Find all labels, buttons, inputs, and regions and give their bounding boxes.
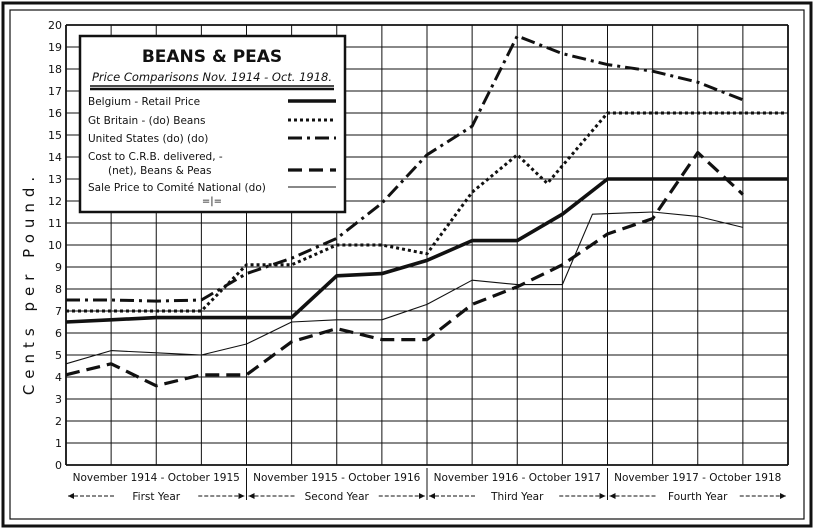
legend-ornament: =|= [202, 196, 222, 207]
year-label: Second Year [305, 491, 370, 503]
y-tick-label: 1 [55, 437, 62, 450]
legend-label: Belgium - Retail Price [88, 96, 200, 108]
y-tick-label: 17 [48, 85, 62, 98]
chart-title: BEANS & PEAS [142, 47, 282, 67]
series-line-5 [65, 211, 744, 365]
year-label: First Year [132, 491, 180, 503]
year-label: Third Year [490, 491, 544, 503]
y-tick-label: 19 [48, 41, 62, 54]
legend-label: (net), Beans & Peas [108, 165, 212, 177]
year-labels: First Year Second Year Third Year Fourth Ye… [68, 491, 786, 503]
y-tick-label: 14 [48, 151, 62, 164]
y-tick-label: 20 [48, 19, 62, 32]
arrow-head [68, 493, 74, 499]
legend-label: United States (do) (do) [88, 133, 208, 145]
arrow-head [609, 493, 616, 499]
y-tick-label: 16 [48, 107, 62, 120]
y-tick-label: 15 [48, 129, 62, 142]
y-tick-label: 12 [48, 195, 62, 208]
legend-box [78, 34, 347, 214]
y-tick-label: 6 [55, 327, 62, 340]
y-tick-label: 7 [55, 305, 62, 318]
legend: BEANS & PEAS Price Comparisons Nov. 1914… [78, 34, 347, 214]
period-label: November 1914 - October 1915 [73, 472, 240, 484]
period-labels: November 1914 - October 1915 November 191… [73, 468, 781, 500]
y-tick-label: 5 [55, 349, 62, 362]
y-tick-label: 3 [55, 393, 62, 406]
y-tick-label: 4 [55, 371, 62, 384]
year-label: Fourth Year [668, 491, 728, 503]
series-line-4 [65, 151, 744, 388]
series-line-3 [66, 34, 744, 303]
y-tick-label: 11 [48, 217, 62, 230]
inner-frame [9, 9, 805, 520]
period-label: November 1917 - October 1918 [614, 472, 781, 484]
y-tick-label: 9 [55, 261, 62, 274]
period-label: November 1915 - October 1916 [253, 472, 421, 484]
arrow-head [429, 493, 435, 499]
chart-subtitle: Price Comparisons Nov. 1914 - Oct. 1918. [92, 70, 332, 84]
y-tick-label: 10 [48, 239, 62, 252]
y-tick-label: 8 [55, 283, 62, 296]
y-axis-label: Cents per Pound. [20, 171, 38, 395]
arrow-head [248, 493, 255, 499]
arrow-head [780, 493, 786, 499]
legend-label: Sale Price to Comité National (do) [88, 182, 266, 194]
y-tick-label: 13 [48, 173, 62, 186]
legend-label: Cost to C.R.B. delivered, - [88, 151, 223, 163]
arrow-head [599, 493, 606, 499]
series-line-1 [65, 177, 788, 324]
y-tick-label: 0 [55, 459, 62, 472]
y-tick-label: 2 [55, 415, 62, 428]
arrow-head [238, 493, 245, 499]
series-layer [65, 34, 788, 388]
y-tick-label: 18 [48, 63, 62, 76]
series-line-2 [66, 111, 788, 313]
legend-label: Gt Britain - (do) Beans [88, 115, 205, 127]
arrow-head [419, 493, 425, 499]
period-label: November 1916 - October 1917 [434, 472, 601, 484]
